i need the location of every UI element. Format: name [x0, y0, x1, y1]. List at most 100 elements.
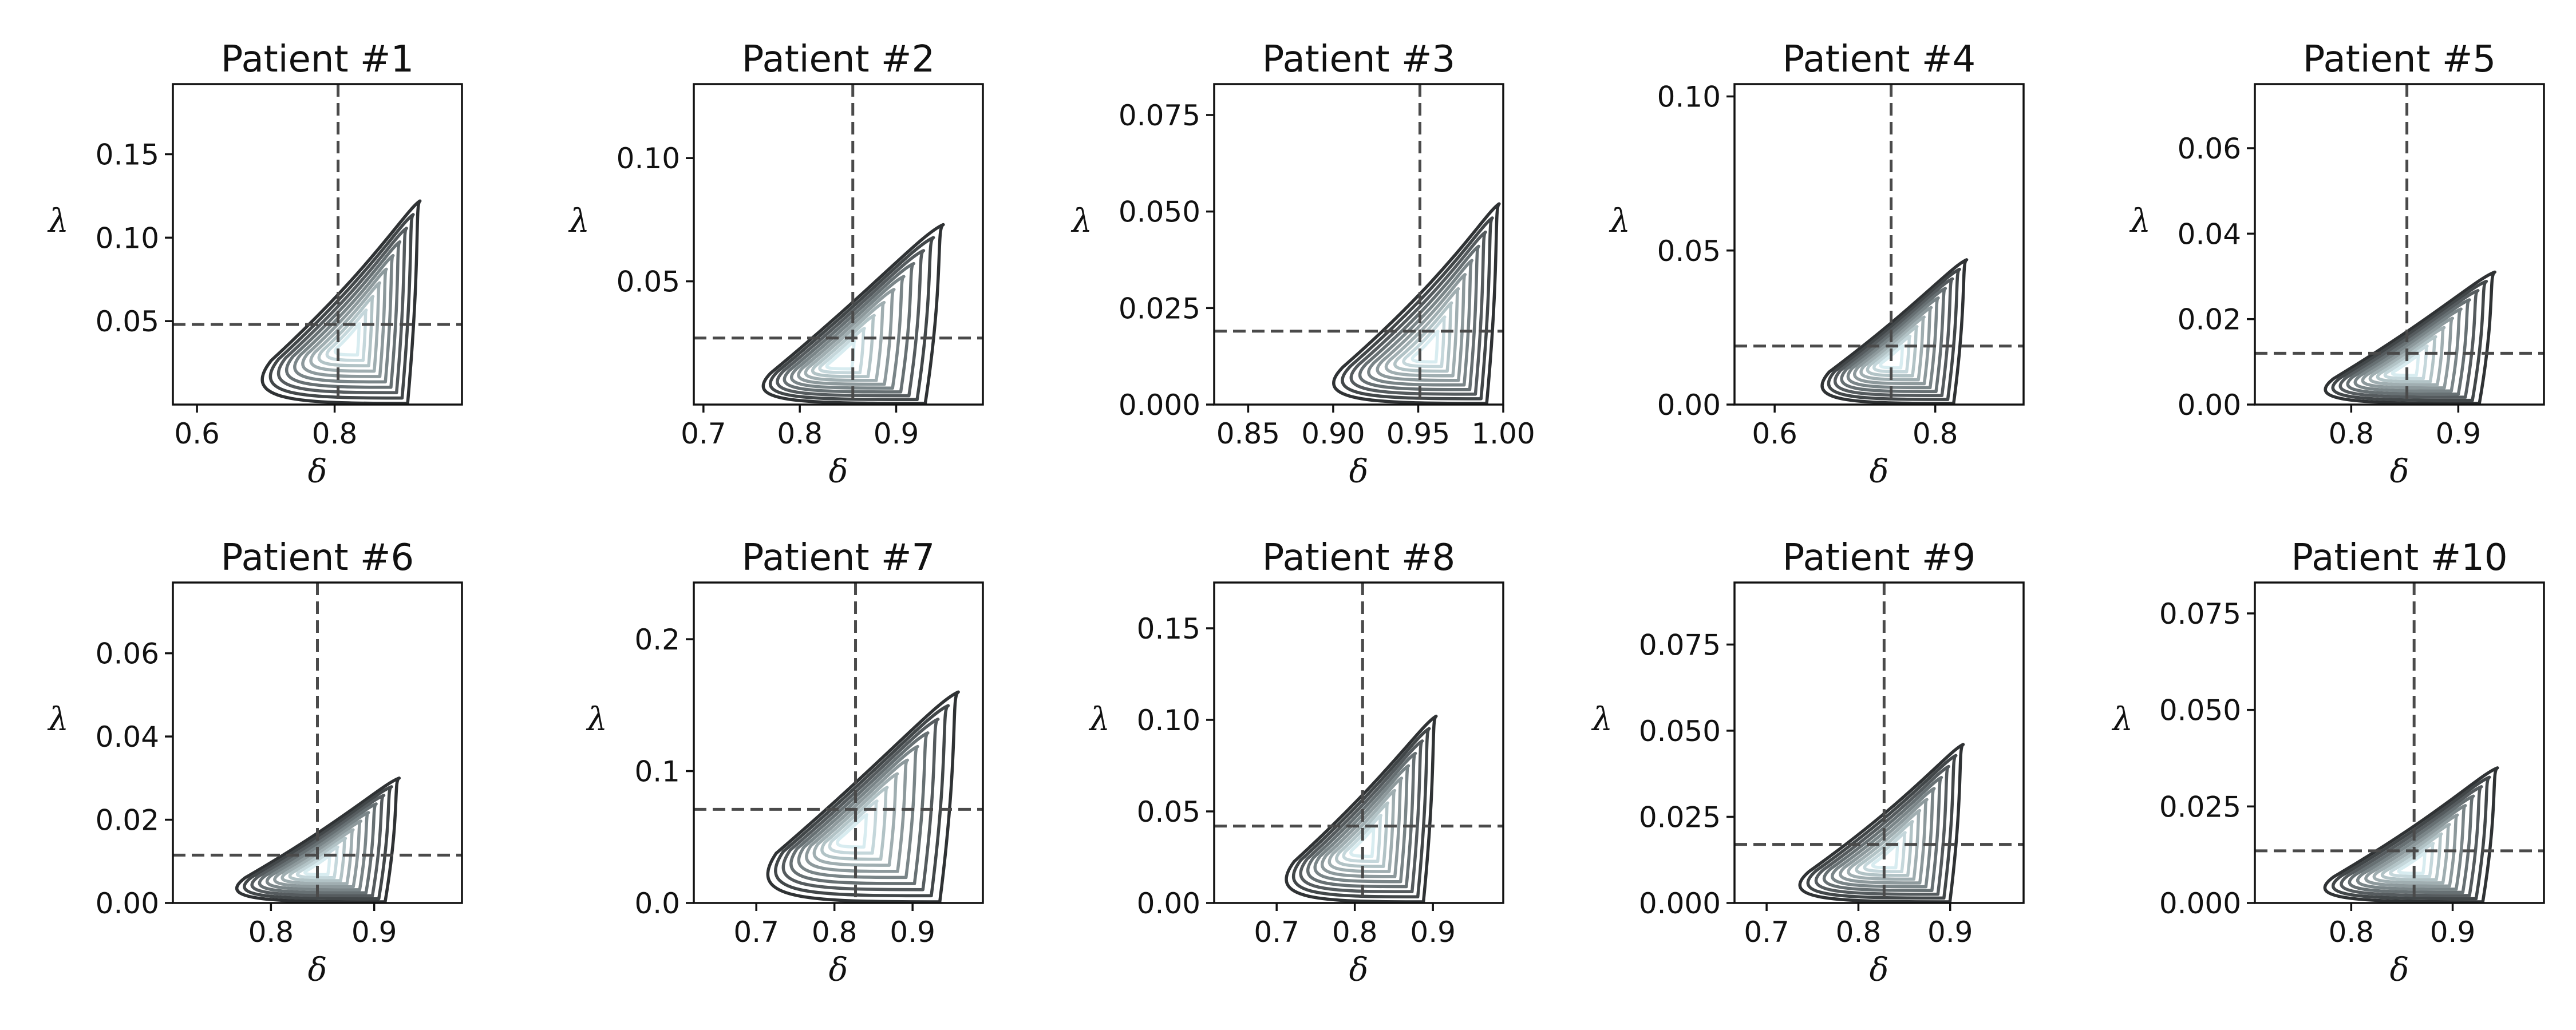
contour-level-8: [288, 837, 347, 882]
y-axis-label: λ: [586, 701, 608, 738]
panel-title: Patient #5: [2303, 38, 2496, 81]
y-tick-label: 0.2: [634, 623, 680, 656]
y-tick-label: 0.05: [1137, 795, 1200, 829]
density-contours: [766, 690, 960, 903]
contour-level-10: [836, 813, 868, 849]
contour-level-3: [1833, 277, 1954, 397]
y-axis-label: λ: [2112, 701, 2134, 738]
plot-frame: [1213, 581, 1504, 904]
contour-level-5: [2356, 804, 2467, 891]
plot-frame: [2254, 83, 2545, 406]
contour-level-8: [1335, 801, 1389, 868]
contour-level-1: [2324, 270, 2496, 405]
contour-level-2: [774, 704, 950, 898]
y-tick-label: 0.050: [1119, 196, 1200, 229]
contour-level-1: [766, 690, 960, 903]
panel-2: 0.7 0.8 0.9 0.05 0.10 Patient #2 δ λ: [568, 38, 984, 490]
contour-level-2: [2331, 279, 2488, 402]
y-tick-label: 0.075: [1639, 628, 1721, 661]
density-contours: [2323, 766, 2499, 903]
contour-level-3: [2340, 785, 2483, 897]
x-tick-label: 0.9: [1410, 916, 1456, 949]
contour-level-6: [1321, 777, 1404, 878]
contour-level-3: [1814, 764, 1950, 896]
y-tick-label: 0.0: [634, 887, 680, 920]
y-tick-label: 0.000: [2159, 887, 2241, 920]
y-tick-label: 0.15: [96, 138, 159, 172]
contour-level-1: [761, 223, 945, 405]
x-tick-label: 0.7: [733, 916, 779, 949]
y-tick-label: 0.000: [1119, 389, 1200, 422]
contour-level-2: [1806, 754, 1958, 900]
density-contours: [260, 199, 422, 405]
y-axis-label: λ: [568, 203, 590, 240]
y-tick-label: 0.10: [1137, 704, 1200, 737]
plot-frame: [1733, 581, 2025, 904]
y-tick-label: 0.050: [2159, 694, 2241, 727]
x-tick-label: 0.9: [874, 417, 919, 450]
x-tick-label: 0.8: [2329, 417, 2374, 450]
contour-level-10: [2397, 851, 2427, 876]
contour-level-4: [1358, 244, 1480, 391]
density-contours: [1820, 258, 1969, 405]
plot-frame: [172, 83, 463, 406]
plot-frame: [1213, 83, 1504, 406]
y-tick-label: 0.075: [2159, 597, 2241, 631]
contour-level-1: [2323, 766, 2499, 903]
contour-level-8: [2380, 832, 2443, 882]
contour-level-6: [301, 267, 388, 378]
y-tick-label: 0.05: [1657, 235, 1721, 268]
x-tick-label: 0.8: [812, 916, 858, 949]
plot-frame: [693, 581, 984, 904]
y-tick-label: 0.05: [617, 266, 680, 299]
y-tick-label: 0.050: [1639, 715, 1721, 748]
contour-level-4: [2348, 794, 2475, 894]
y-tick-label: 0.04: [2178, 217, 2241, 251]
contour-level-4: [783, 262, 915, 394]
panel-title: Patient #2: [742, 38, 935, 81]
panel-7: 0.7 0.8 0.9 0.0 0.1 0.2 Patient #7 δ λ: [586, 537, 984, 989]
contour-level-7: [2368, 326, 2446, 387]
contour-level-9: [325, 308, 368, 362]
contour-level-4: [285, 240, 402, 389]
x-tick-label: 0.8: [777, 417, 823, 450]
contour-level-7: [309, 281, 381, 373]
y-tick-label: 0.10: [96, 221, 159, 255]
contour-level-5: [2353, 307, 2463, 393]
contour-level-7: [1859, 315, 1926, 382]
y-tick-label: 0.1: [634, 755, 680, 789]
contour-level-3: [776, 249, 926, 398]
x-tick-label: 0.7: [681, 417, 726, 450]
contour-level-6: [2361, 316, 2455, 390]
y-tick-label: 0.00: [1137, 887, 1200, 920]
panel-title: Patient #7: [742, 537, 935, 579]
contour-level-1: [1798, 743, 1965, 903]
contour-level-8: [820, 786, 889, 861]
y-tick-label: 0.02: [2178, 303, 2241, 336]
contour-level-1: [1332, 202, 1501, 405]
y-tick-label: 0.000: [1639, 887, 1721, 920]
plot-frame: [1733, 83, 2025, 406]
density-contours: [2324, 270, 2496, 405]
x-tick-label: 0.8: [248, 916, 294, 949]
contour-level-5: [1846, 296, 1940, 390]
panel-title: Patient #4: [1783, 38, 1976, 81]
contour-level-7: [804, 300, 886, 382]
contour-level-4: [258, 802, 378, 894]
contour-level-2: [268, 213, 415, 400]
x-tick-label: 1.00: [1471, 417, 1535, 450]
x-axis-label: δ: [1870, 952, 1889, 989]
contour-level-6: [2364, 813, 2459, 888]
contour-level-7: [812, 772, 899, 867]
contour-level-3: [276, 227, 408, 394]
contour-level-8: [2376, 335, 2437, 383]
contour-level-10: [825, 339, 856, 371]
contour-level-6: [273, 819, 362, 889]
density-contours: [1798, 743, 1965, 903]
panel-title: Patient #6: [221, 537, 414, 579]
panel-9: 0.7 0.8 0.9 0.000 0.025 0.050 0.075 Patient #9 δ…: [1591, 537, 2025, 989]
contour-level-9: [1402, 315, 1447, 369]
x-axis-label: δ: [2390, 453, 2409, 490]
x-tick-label: 0.8: [2329, 916, 2374, 949]
panel-8: 0.7 0.8 0.9 0.00 0.05 0.10 0.15 Patient #8 δ λ: [1089, 537, 1504, 989]
